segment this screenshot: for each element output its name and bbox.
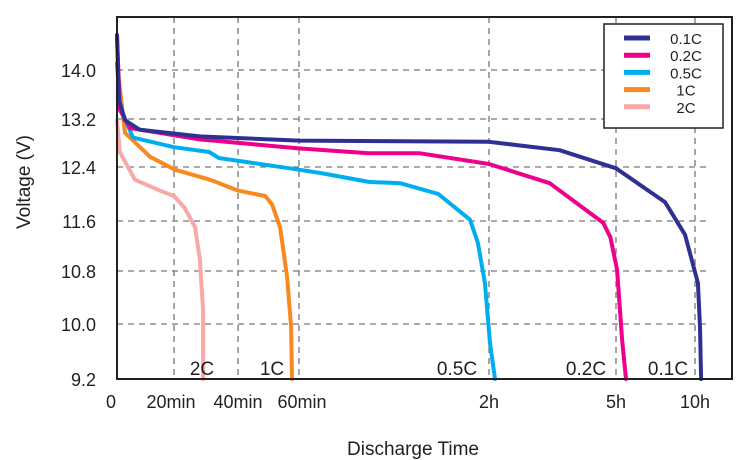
x-tick-label: 5h bbox=[606, 392, 626, 412]
y-tick-label: 10.0 bbox=[61, 315, 96, 335]
x-tick-label: 20min bbox=[146, 392, 195, 412]
x-tick-label: 40min bbox=[213, 392, 262, 412]
y-tick-label: 10.8 bbox=[61, 262, 96, 282]
curve-label: 0.1C bbox=[648, 359, 688, 380]
series-lines bbox=[115, 33, 704, 381]
x-axis-label: Discharge Time bbox=[347, 439, 479, 460]
x-tick-label: 10h bbox=[680, 392, 710, 412]
y-tick-label: 13.2 bbox=[61, 110, 96, 130]
y-axis-label: Voltage (V) bbox=[14, 135, 35, 229]
y-tick-labels: 14.0 13.2 12.4 11.6 10.8 10.0 9.2 bbox=[61, 61, 96, 390]
curve-label: 0.2C bbox=[566, 359, 606, 380]
x-tick-label: 60min bbox=[277, 392, 326, 412]
y-tick-label: 14.0 bbox=[61, 61, 96, 81]
legend-label: 2C bbox=[676, 100, 695, 117]
legend-label: 0.5C bbox=[670, 65, 702, 82]
curve-label: 2C bbox=[190, 359, 214, 380]
legend-label: 1C bbox=[676, 83, 695, 100]
series-line-0_2C bbox=[115, 33, 628, 381]
x-tick-labels: 0 20min 40min 60min 2h 5h 10h bbox=[106, 392, 710, 412]
plot-frame bbox=[116, 16, 733, 380]
x-tick-label: 2h bbox=[479, 392, 499, 412]
series-line-2C bbox=[115, 118, 206, 381]
x-tick-label: 0 bbox=[106, 392, 116, 412]
legend-box bbox=[603, 23, 724, 129]
y-tick-label: 9.2 bbox=[71, 370, 96, 390]
series-line-0_5C bbox=[115, 61, 497, 381]
curve-label: 0.5C bbox=[437, 359, 477, 380]
series-line-0_1C bbox=[115, 33, 704, 381]
legend-label: 0.2C bbox=[670, 48, 702, 65]
curve-end-labels: 0.1C 0.2C 0.5C 1C 2C bbox=[190, 359, 688, 380]
series-line-1C bbox=[115, 61, 294, 381]
y-tick-label: 11.6 bbox=[62, 212, 96, 232]
curve-label: 1C bbox=[260, 359, 284, 380]
legend-label: 0.1C bbox=[670, 31, 702, 48]
y-tick-label: 12.4 bbox=[61, 158, 96, 178]
